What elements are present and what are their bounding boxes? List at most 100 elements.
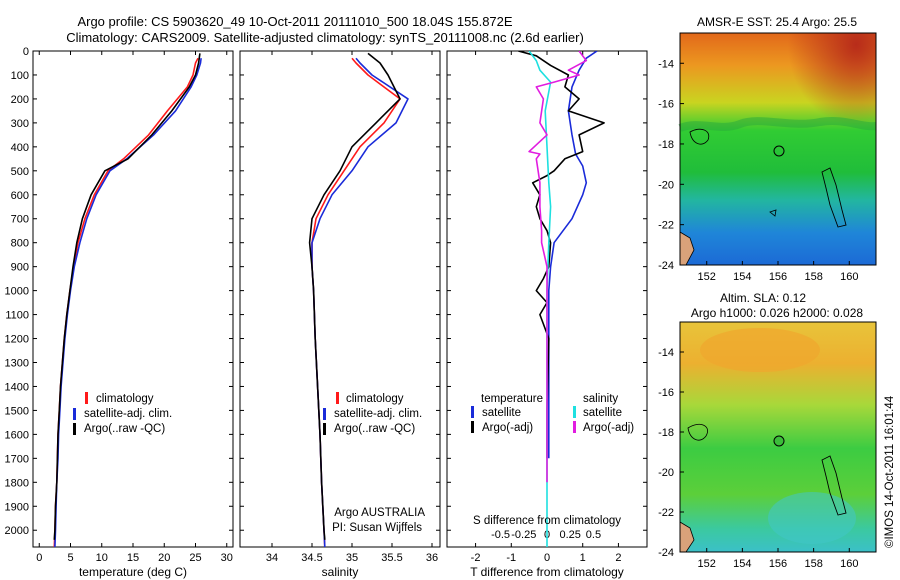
sla-contour-small (687, 423, 708, 441)
x-tick-label: 36 (426, 552, 438, 564)
difference-s-ticks: -0.5 -0.25 0 0.25 0.5 (491, 529, 601, 541)
x-tick-label: 15 (127, 552, 139, 564)
legend-s-argo-label: Argo(-adj) (583, 422, 634, 434)
pi-annotation: PI: Susan Wijffels (332, 522, 422, 534)
legend-satellite-swatch (323, 408, 326, 420)
series-line (308, 52, 401, 540)
temperature-panel: 0100200300400500600700800900100011001200… (5, 46, 234, 579)
difference-x-axis: -2 -1 0 1 2 (471, 51, 621, 564)
s-tick-label: 0.5 (586, 529, 601, 541)
depth-tick-label: 1100 (5, 310, 29, 322)
sla-map-title-line2: Argo h1000: 0.026 h2000: 0.028 (691, 306, 863, 320)
map-lat-label: -22 (658, 220, 674, 232)
map-lon-label: 152 (698, 271, 716, 283)
agency-annotation: Argo AUSTRALIA (334, 507, 425, 519)
x-tick-label: -1 (506, 552, 516, 564)
legend-t-satellite-label: satellite (482, 407, 521, 419)
x-tick-label: 25 (189, 552, 201, 564)
legend-satellite-label: satellite-adj. clim. (334, 408, 422, 420)
x-tick-label: 20 (158, 552, 170, 564)
depth-tick-label: 1200 (5, 334, 29, 346)
depth-tick-label: 300 (11, 118, 29, 130)
legend-t-satellite-swatch (471, 406, 474, 418)
x-tick-label: 35.5 (381, 552, 402, 564)
legend-climatology-label: climatology (346, 393, 404, 405)
map-lon-label: 158 (804, 271, 822, 283)
sst-map-title: AMSR-E SST: 25.4 Argo: 25.5 (697, 15, 857, 29)
map-lon-label: 158 (804, 558, 822, 570)
legend-s-satellite-label: satellite (583, 407, 622, 419)
x-tick-label: 10 (96, 552, 108, 564)
s-tick-label: 0.25 (560, 529, 581, 541)
depth-tick-label: 100 (11, 70, 29, 82)
difference-depth-ticks (447, 50, 647, 531)
map-lat-label: -22 (658, 507, 674, 519)
x-tick-label: 5 (67, 552, 73, 564)
legend-salinity-title: salinity (583, 393, 618, 405)
map-lat-label: -18 (658, 427, 674, 439)
sla-high-blob (700, 328, 820, 372)
sst-contour-islet (769, 209, 777, 217)
depth-tick-label: 400 (11, 142, 29, 154)
legend-satellite-label: satellite-adj. clim. (84, 408, 172, 420)
sst-reef-contour (821, 167, 847, 228)
map-lon-label: 160 (840, 558, 858, 570)
legend-satellite-swatch (73, 408, 76, 420)
s-tick-label: -0.5 (491, 529, 510, 541)
depth-tick-label: 200 (11, 94, 29, 106)
temperature-legend: climatology satellite-adj. clim. Argo(..… (73, 392, 172, 435)
sla-argo-marker (773, 435, 785, 447)
depth-tick-label: 700 (11, 214, 29, 226)
depth-tick-label: 2000 (5, 525, 29, 537)
sla-map-panel: Altim. SLA: 0.12 Argo h1000: 0.026 h2000… (658, 291, 877, 570)
map-lat-label: -14 (658, 58, 674, 70)
map-lat-label: -16 (658, 387, 674, 399)
x-tick-label: 0 (36, 552, 42, 564)
difference-lines (518, 51, 605, 547)
map-lat-label: -20 (658, 179, 674, 191)
sla-reef-contour (821, 455, 847, 516)
difference-panel: -2 -1 0 1 2 -0.5 -0.25 0 0.25 0.5 T difference f… (446, 50, 648, 579)
series-line (528, 51, 588, 483)
s-difference-label: S difference from climatology (473, 515, 621, 527)
x-tick-label: 30 (221, 552, 233, 564)
series-line (53, 53, 201, 540)
sst-front (678, 117, 877, 132)
legend-argo-label: Argo(..raw -QC) (334, 423, 415, 435)
map-lon-label: 156 (769, 271, 787, 283)
map-lat-label: -24 (658, 547, 674, 559)
salinity-lines (308, 52, 409, 547)
x-tick-label: 1 (580, 552, 586, 564)
salinity-axes-frame (239, 50, 441, 548)
legend-climatology-swatch (85, 392, 88, 404)
depth-tick-label: 1500 (5, 405, 29, 417)
x-tick-label: 35 (346, 552, 358, 564)
salinity-panel: 34 34.5 35 35.5 36 salinity climatology sate… (239, 50, 441, 579)
depth-tick-label: 1800 (5, 477, 29, 489)
legend-argo-swatch (73, 423, 76, 435)
x-tick-label: -2 (471, 552, 481, 564)
salinity-legend: climatology satellite-adj. clim. Argo(..… (323, 392, 422, 435)
temperature-lines (53, 53, 202, 547)
map-lat-label: -14 (658, 347, 674, 359)
depth-tick-label: 600 (11, 190, 29, 202)
series-line (518, 51, 605, 459)
legend-temperature-title: temperature (481, 393, 543, 405)
depth-axis: 0 100 200 300 400 500 600 700 800 900 1000 1100 1200… (5, 46, 233, 537)
depth-tick-label: 1700 (5, 453, 29, 465)
depth-tick-label: 900 (11, 262, 29, 274)
map-lat-label: -16 (658, 99, 674, 111)
legend-argo-swatch (323, 423, 326, 435)
map-lon-label: 156 (769, 558, 787, 570)
legend-t-argo-swatch (471, 421, 474, 433)
sla-map-title-line1: Altim. SLA: 0.12 (720, 291, 806, 305)
salinity-depth-ticks (240, 50, 440, 531)
difference-legend: temperature salinity satellite Argo(-adj… (471, 393, 634, 434)
depth-tick-label: 1300 (5, 357, 29, 369)
legend-s-satellite-swatch (573, 406, 576, 418)
salinity-x-axis: 34 34.5 35 35.5 36 (266, 51, 438, 564)
x-tick-label: 0 (544, 552, 550, 564)
sst-argo-marker (773, 145, 785, 157)
salinity-xlabel: salinity (322, 565, 359, 579)
